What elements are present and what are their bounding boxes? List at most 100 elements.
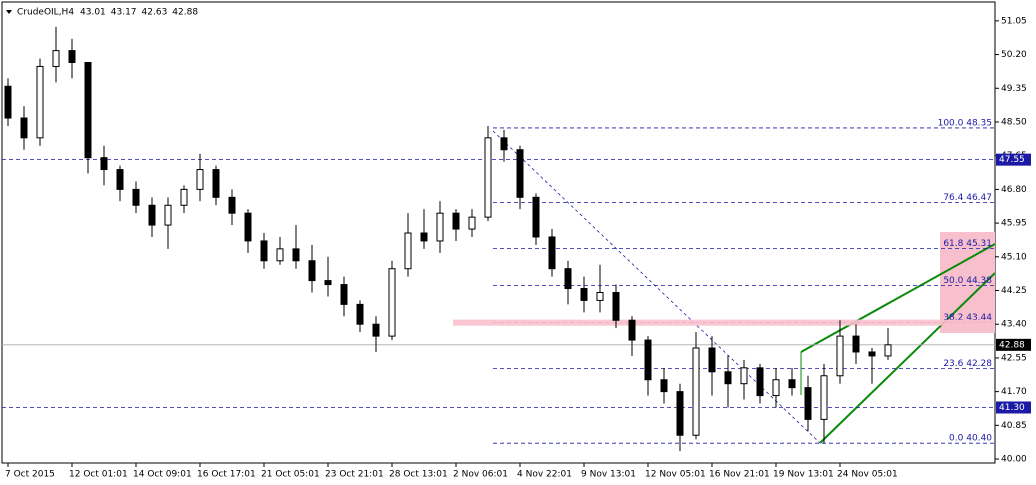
candle-body bbox=[244, 212, 252, 242]
x-tick-label: 12 Oct 01:01 bbox=[69, 470, 128, 480]
x-tick-label: 7 Oct 2015 bbox=[5, 470, 55, 480]
fib-label: 0.0 40.40 bbox=[949, 434, 992, 444]
current-price-label: 42.88 bbox=[999, 340, 1025, 350]
candle-body bbox=[596, 291, 604, 301]
candle-body bbox=[804, 387, 812, 420]
header-value: 42.88 bbox=[172, 8, 198, 18]
candle-body bbox=[52, 50, 60, 67]
fib-label: 100.0 48.35 bbox=[938, 118, 992, 128]
candle-body bbox=[644, 339, 652, 381]
x-tick-label: 16 Oct 17:01 bbox=[197, 470, 256, 480]
candle-body bbox=[436, 212, 444, 242]
chart-title: CrudeOIL,H4 bbox=[17, 8, 74, 18]
candle-body bbox=[868, 351, 876, 357]
candle-body bbox=[260, 240, 268, 262]
candle-body bbox=[324, 280, 332, 286]
y-tick-label: 51.05 bbox=[1001, 16, 1027, 26]
candle-body bbox=[820, 375, 828, 420]
x-tick-label: 23 Oct 21:01 bbox=[325, 470, 384, 480]
candle-body bbox=[356, 303, 364, 325]
trend-line bbox=[800, 243, 996, 353]
candle-body bbox=[788, 379, 796, 389]
candle-body bbox=[676, 391, 684, 436]
header-value: 43.17 bbox=[111, 8, 137, 18]
candle-body bbox=[756, 367, 764, 397]
x-tick-label: 9 Nov 13:01 bbox=[581, 470, 636, 480]
y-tick-label: 40.85 bbox=[1001, 421, 1027, 431]
candle-body bbox=[692, 347, 700, 436]
menu-arrow[interactable] bbox=[6, 10, 12, 14]
trend-line bbox=[819, 272, 996, 444]
fib-label: 23.6 42.28 bbox=[943, 359, 992, 369]
zone-band bbox=[453, 319, 995, 326]
candle-body bbox=[132, 188, 140, 206]
candle-body bbox=[276, 248, 284, 262]
candle-body bbox=[548, 236, 556, 270]
y-tick-label: 41.70 bbox=[1001, 387, 1027, 397]
x-tick-label: 19 Nov 13:01 bbox=[773, 470, 834, 480]
candle-body bbox=[884, 344, 892, 357]
header-value: 42.63 bbox=[142, 8, 168, 18]
level-label: 41.30 bbox=[999, 403, 1025, 413]
candle-body bbox=[340, 284, 348, 305]
candle-body bbox=[212, 169, 220, 198]
candle-body bbox=[292, 248, 300, 262]
candle-body bbox=[532, 196, 540, 238]
candle-body bbox=[612, 291, 620, 321]
fib-label: 76.4 46.47 bbox=[943, 193, 992, 203]
candle-body bbox=[500, 137, 508, 151]
x-tick-label: 2 Nov 06:01 bbox=[453, 470, 508, 480]
candle-body bbox=[372, 323, 380, 337]
candle-body bbox=[196, 169, 204, 190]
candle-body bbox=[628, 319, 636, 341]
candle-body bbox=[116, 169, 124, 190]
candle-body bbox=[660, 379, 668, 393]
fib-label: 38.2 43.44 bbox=[943, 313, 992, 323]
candle-body bbox=[564, 268, 572, 290]
candle-body bbox=[484, 137, 492, 218]
candle-body bbox=[580, 288, 588, 301]
y-tick-label: 50.20 bbox=[1001, 50, 1027, 60]
y-tick-label: 46.80 bbox=[1001, 185, 1027, 195]
candle-body bbox=[852, 335, 860, 353]
x-tick-label: 28 Oct 13:01 bbox=[389, 470, 448, 480]
x-tick-label: 24 Nov 05:01 bbox=[837, 470, 898, 480]
candle-body bbox=[4, 85, 12, 119]
x-tick-label: 4 Nov 22:01 bbox=[517, 470, 572, 480]
candle-body bbox=[164, 204, 172, 226]
candle-body bbox=[84, 61, 92, 159]
x-tick-label: 16 Nov 21:01 bbox=[709, 470, 770, 480]
candle-body bbox=[468, 216, 476, 230]
candle-body bbox=[452, 212, 460, 230]
y-tick-label: 48.50 bbox=[1001, 117, 1027, 127]
y-tick-label: 45.95 bbox=[1001, 219, 1027, 229]
candle-body bbox=[100, 157, 108, 171]
y-tick-label: 42.55 bbox=[1001, 353, 1027, 363]
candle-body bbox=[148, 204, 156, 226]
y-tick-label: 40.00 bbox=[1001, 455, 1027, 465]
candle-body bbox=[740, 367, 748, 385]
y-tick-label: 44.25 bbox=[1001, 286, 1027, 296]
candle-body bbox=[228, 196, 236, 214]
candle-body bbox=[20, 117, 28, 139]
fib-label: 50.0 44.38 bbox=[943, 276, 992, 286]
y-tick-label: 49.35 bbox=[1001, 84, 1027, 94]
price-box bbox=[996, 338, 1031, 351]
candle-body bbox=[708, 347, 716, 373]
candle-body bbox=[724, 371, 732, 385]
candle-body bbox=[516, 149, 524, 198]
x-tick-label: 14 Oct 09:01 bbox=[133, 470, 192, 480]
candle-body bbox=[836, 335, 844, 377]
header-value: 43.01 bbox=[80, 8, 106, 18]
candle-body bbox=[68, 50, 76, 63]
candle-body bbox=[404, 232, 412, 270]
level-box bbox=[996, 401, 1031, 414]
level-label: 47.55 bbox=[999, 155, 1025, 165]
x-tick-label: 21 Oct 05:01 bbox=[261, 470, 320, 480]
candle-body bbox=[308, 260, 316, 282]
y-tick-label: 43.40 bbox=[1001, 320, 1027, 330]
candle-body bbox=[180, 188, 188, 206]
y-tick-label: 45.10 bbox=[1001, 252, 1027, 262]
candle-body bbox=[772, 379, 780, 397]
